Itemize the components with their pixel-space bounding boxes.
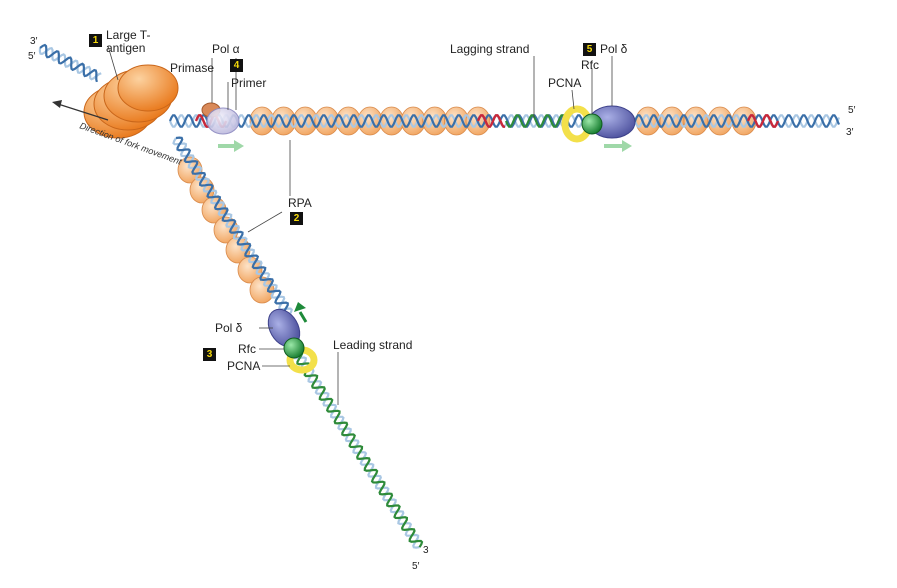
- top-strand-b: [168, 114, 841, 128]
- step-4-badge: 4: [230, 59, 243, 72]
- fork-direction-arrowhead: [52, 100, 62, 108]
- leader-lines: [107, 45, 613, 405]
- step-1-badge: 1: [89, 34, 102, 47]
- step-3-badge: 3: [203, 348, 216, 361]
- end-5-bottom: 5′: [412, 561, 420, 572]
- rna-primer-2: [476, 114, 505, 128]
- pol-alpha: [206, 107, 240, 135]
- leading-synthesis-arrow-head: [294, 302, 306, 312]
- rpa-label: RPA: [288, 196, 312, 210]
- rpa-top-bead-6: [357, 106, 383, 136]
- lagging-strand-dna: [168, 114, 841, 128]
- rfc-bottom-label: Rfc: [238, 342, 256, 356]
- pol-alpha-label: Pol α: [212, 42, 240, 56]
- leading-synthesis-arrow: [298, 311, 308, 323]
- lead-strand-b: [295, 350, 424, 548]
- pcna-bottom-label: PCNA: [227, 359, 261, 373]
- rfc-top-label: Rfc: [581, 58, 599, 72]
- large-t-antigen-text: Large T- antigen: [106, 28, 151, 55]
- rna-primer-3: [746, 114, 780, 128]
- pol-delta-bottom-label: Pol δ: [215, 321, 243, 335]
- leading-strand-dna: [292, 350, 424, 549]
- pcna-top-label: PCNA: [548, 76, 582, 90]
- synthesis-arrow-pol-alpha-head: [234, 140, 244, 152]
- rfc-bottom: [283, 337, 305, 359]
- rfc-top: [581, 113, 603, 135]
- lead-strand-a: [292, 351, 420, 549]
- primase-label: Primase: [170, 61, 215, 75]
- step-5-badge: 5: [583, 43, 596, 56]
- rpa-top-bead-8: [400, 106, 426, 136]
- end-5-right: 5′: [848, 105, 856, 116]
- pol-delta-top-label: Pol δ: [600, 42, 628, 56]
- new-lagging-dna: [504, 114, 568, 128]
- leading-template-dna: [172, 136, 293, 317]
- end-5-top-left: 5′: [28, 51, 36, 62]
- rpa-top-right-bead-4: [707, 106, 733, 136]
- rpa-top-bead-9: [422, 106, 448, 136]
- lagging-strand-label: Lagging strand: [450, 42, 530, 56]
- parental-dna-duplex: [38, 43, 102, 83]
- parent-strand-b: [39, 43, 98, 83]
- end-3-right: 3′: [846, 127, 854, 138]
- rpa-diag-bead-7: [249, 276, 275, 304]
- primer-label: Primer: [231, 76, 267, 90]
- diag-strand-b: [175, 136, 290, 317]
- parent-strand-a: [38, 46, 102, 81]
- leading-strand-label: Leading strand: [333, 338, 413, 352]
- large-t-antigen: [83, 64, 179, 139]
- large-t-antigen-label: Large T- antigen: [106, 29, 150, 55]
- rpa-row-leading: [177, 156, 275, 304]
- step-2-badge: 2: [290, 212, 303, 225]
- end-3-bottom: 3: [423, 545, 429, 556]
- synthesis-arrow-pol-delta-head: [622, 140, 632, 152]
- fork-direction-arrow: [57, 103, 109, 121]
- end-3-top-left: 3′: [30, 36, 38, 47]
- rpa-top-right-bead-5: [731, 106, 757, 136]
- rpa-top-bead-7: [379, 106, 405, 136]
